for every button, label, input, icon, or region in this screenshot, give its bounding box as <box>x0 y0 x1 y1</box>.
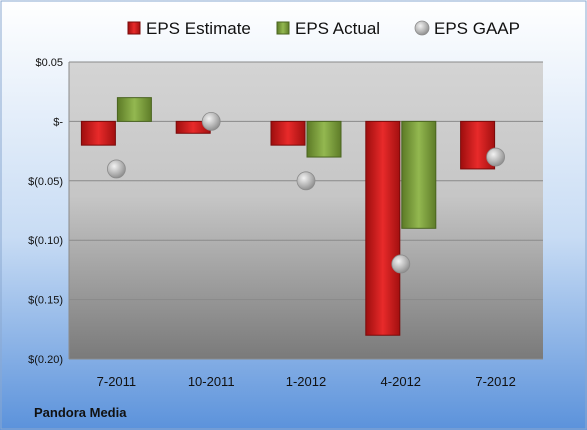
y-tick-label: $(0.10) <box>28 235 63 247</box>
bars <box>80 97 496 336</box>
y-axis: $0.05 $- $(0.05) $(0.10) $(0.15) $(0.20) <box>28 57 63 366</box>
legend-swatch <box>127 21 141 35</box>
eps-estimate-bar <box>270 120 306 146</box>
gaap-points <box>107 112 506 274</box>
eps-actual-bar <box>401 120 437 229</box>
legend-label: EPS Actual <box>295 19 380 38</box>
eps-gaap-point <box>486 147 506 167</box>
y-tick-label: $(0.15) <box>28 295 63 307</box>
y-tick-label: $- <box>53 116 63 128</box>
eps-actual-bar <box>306 120 342 158</box>
eps-actual-bar <box>116 97 152 122</box>
legend-swatch <box>276 21 290 35</box>
source-label: Pandora Media <box>34 405 127 420</box>
x-axis: 7-2011 10-2011 1-2012 4-2012 7-2012 <box>97 374 516 389</box>
eps-gaap-point <box>107 159 126 179</box>
legend-swatch <box>414 20 430 36</box>
x-category-label: 1-2012 <box>286 374 326 389</box>
legend-label: EPS GAAP <box>434 19 520 38</box>
legend: EPS Estimate EPS Actual EPS GAAP <box>127 19 520 38</box>
x-category-label: 7-2012 <box>475 374 515 389</box>
eps-estimate-bar <box>80 120 116 146</box>
x-category-label: 4-2012 <box>381 374 421 389</box>
y-tick-label: $0.05 <box>35 57 63 69</box>
x-category-label: 7-2011 <box>97 374 137 389</box>
eps-estimate-bar <box>365 120 401 336</box>
y-tick-label: $(0.20) <box>28 354 63 366</box>
y-tick-label: $(0.05) <box>28 176 63 188</box>
x-category-label: 10-2011 <box>188 374 235 389</box>
eps-gaap-point <box>391 254 411 274</box>
eps-gaap-point <box>296 171 316 191</box>
eps-gaap-point <box>201 112 221 131</box>
legend-label: EPS Estimate <box>146 19 251 38</box>
